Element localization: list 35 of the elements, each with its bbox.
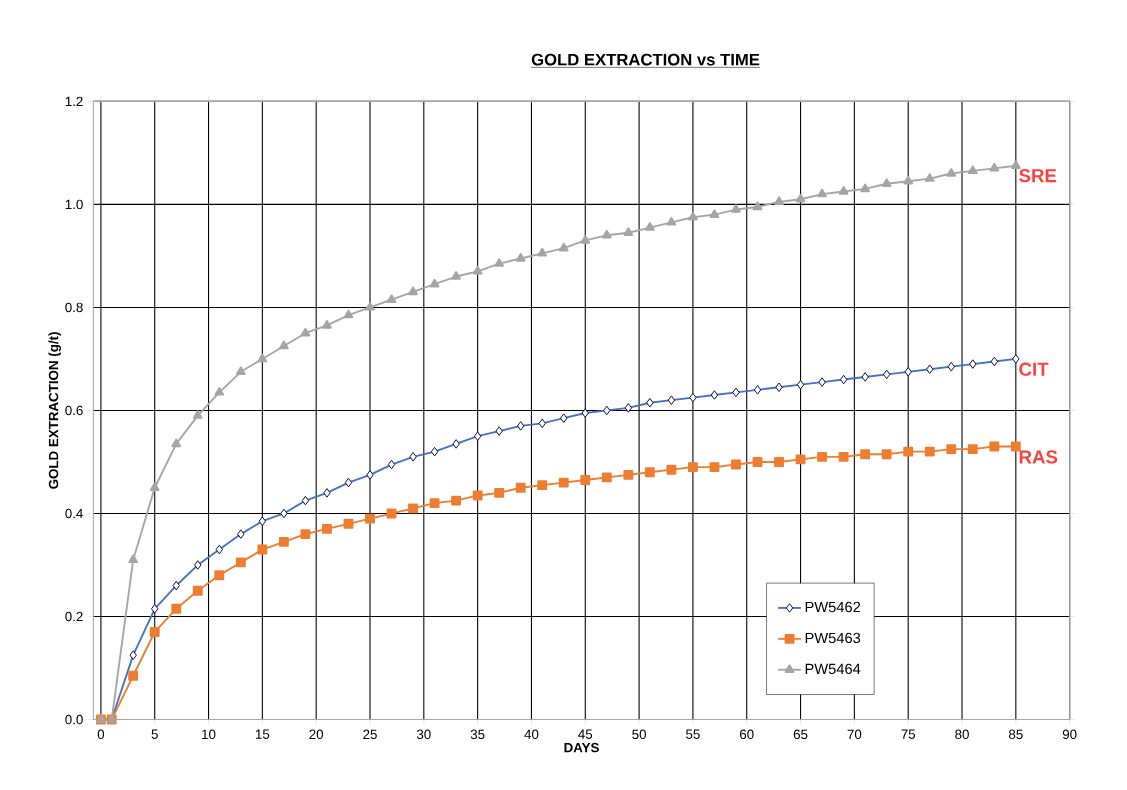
x-tick-label: 55 — [686, 729, 700, 740]
legend-label: PW5463 — [805, 632, 861, 644]
x-tick-label: 65 — [793, 729, 808, 740]
legend-label: PW5462 — [805, 602, 861, 613]
x-tick-label: 75 — [901, 729, 916, 740]
x-tick-label: 50 — [632, 729, 646, 740]
x-tick-label: 45 — [578, 729, 593, 740]
annotation: RAS — [1019, 450, 1058, 464]
annotation: CIT — [1019, 362, 1049, 377]
x-tick-label: 20 — [309, 729, 324, 740]
x-tick-label: 5 — [151, 729, 158, 740]
x-tick-label: 60 — [739, 729, 754, 740]
y-axis-title: GOLD EXTRACTION (g/t) — [48, 332, 61, 490]
chart-title: GOLD EXTRACTION vs TIME — [531, 53, 760, 66]
x-axis-title: DAYS — [564, 743, 599, 753]
x-tick-label: 80 — [955, 729, 969, 740]
y-tick-label: 1.0 — [65, 199, 83, 210]
x-tick-label: 90 — [1062, 729, 1077, 740]
y-tick-label: 0.6 — [65, 405, 83, 416]
x-tick-label: 40 — [524, 729, 539, 740]
y-tick-label: 0.2 — [65, 612, 83, 622]
y-tick-label: 0.0 — [65, 715, 83, 725]
annotation: SRE — [1019, 169, 1057, 183]
x-tick-label: 10 — [202, 729, 216, 740]
x-tick-label: 0 — [97, 729, 105, 740]
y-tick-label: 0.4 — [65, 508, 83, 519]
x-tick-label: 70 — [847, 729, 862, 740]
legend-label: PW5464 — [805, 663, 861, 675]
x-tick-label: 25 — [363, 729, 377, 740]
x-tick-label: 30 — [416, 729, 431, 740]
x-tick-label: 15 — [255, 729, 270, 740]
y-tick-label: 0.8 — [65, 302, 83, 313]
y-tick-label: 1.2 — [65, 96, 83, 107]
x-tick-label: 85 — [1009, 729, 1023, 740]
x-tick-label: 35 — [470, 729, 485, 740]
